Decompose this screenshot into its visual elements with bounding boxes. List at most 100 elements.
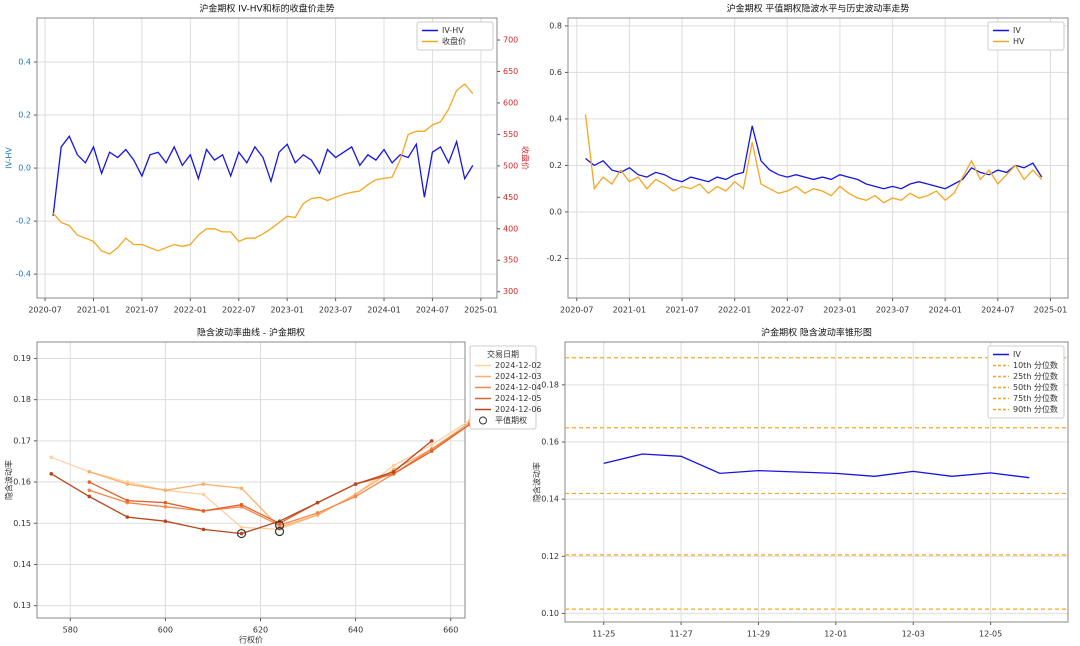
point <box>239 525 244 530</box>
legend-label: 平值期权 <box>495 415 527 425</box>
y-axis-label: IV-HV <box>5 147 14 169</box>
x-tick-label: 580 <box>63 626 78 635</box>
x-tick-label: 2020-07 <box>28 306 61 315</box>
point <box>201 509 206 513</box>
x-tick-label: 2024-01 <box>367 306 400 315</box>
legend-label: 50th 分位数 <box>1013 382 1058 392</box>
point <box>391 469 396 474</box>
atm-marker <box>274 526 285 537</box>
point <box>87 469 92 474</box>
plot-area <box>565 342 1068 622</box>
plot-area <box>37 18 497 298</box>
y2-tick-label: 350 <box>503 256 518 265</box>
x-tick-label: 11-29 <box>747 630 770 639</box>
point <box>315 500 320 505</box>
series-line <box>52 83 474 255</box>
point <box>391 463 396 468</box>
x-tick-label: 2022-07 <box>222 306 255 315</box>
y-tick-label: 0.12 <box>541 552 559 561</box>
y-tick-label: 0.15 <box>13 519 31 528</box>
x-tick-label: 2025-01 <box>464 306 497 315</box>
x-tick-label: 2022-01 <box>174 306 207 315</box>
x-tick-label: 600 <box>158 626 173 635</box>
legend-label: IV <box>1013 350 1021 359</box>
plot-area <box>568 18 1068 298</box>
legend-label: 收盘价 <box>442 36 466 46</box>
legend-label: IV-HV <box>442 26 464 35</box>
chart-title: 沪金期权 平值期权隐波水平与历史波动率走势 <box>727 3 910 15</box>
y-tick-label: 0.16 <box>541 438 559 447</box>
y-tick-label: 0.2 <box>18 111 31 120</box>
x-tick-label: 2023-01 <box>270 306 303 315</box>
point <box>87 480 92 484</box>
x-tick-label: 2025-01 <box>1034 306 1067 315</box>
plot-frame <box>36 341 466 619</box>
y-tick-label: 0.14 <box>13 560 31 569</box>
point <box>125 498 130 503</box>
point <box>429 443 434 447</box>
y2-tick-label: 300 <box>503 287 518 296</box>
point <box>125 515 130 519</box>
y2-tick-label: 550 <box>503 130 518 139</box>
legend-label: IV <box>1013 26 1021 35</box>
legend-label: 25th 分位数 <box>1013 371 1058 381</box>
point <box>49 472 54 476</box>
point <box>315 511 320 515</box>
y-tick-label: 0.17 <box>13 436 31 445</box>
legend-label: 2024-12-03 <box>495 372 542 381</box>
y-tick-label: 0.19 <box>13 354 31 363</box>
series-line <box>603 453 1030 479</box>
y2-tick-label: 600 <box>503 98 518 107</box>
legend-label: HV <box>1013 37 1025 46</box>
y-tick-label: 0.18 <box>541 380 559 389</box>
y-tick-label: -0.2 <box>15 217 31 226</box>
y2-tick-label: 650 <box>503 67 518 76</box>
legend-label: 2024-12-06 <box>495 405 542 414</box>
point <box>163 488 168 493</box>
point <box>353 494 358 499</box>
y-tick-label: -0.4 <box>15 270 31 279</box>
x-tick-label: 12-03 <box>902 630 925 639</box>
atm-marker <box>236 528 247 539</box>
point <box>239 502 244 507</box>
x-tick-label: 2021-07 <box>125 306 158 315</box>
y-tick-label: 0.4 <box>549 114 562 123</box>
x-tick-label: 2023-01 <box>823 306 856 315</box>
x-tick-label: 2022-01 <box>718 306 751 315</box>
point <box>87 488 92 493</box>
point <box>163 504 168 509</box>
y-axis-label: 隐含波动率 <box>532 462 542 502</box>
y-tick-label: -0.2 <box>546 254 562 263</box>
plot-frame <box>36 17 498 299</box>
legend-label: 10th 分位数 <box>1013 360 1058 370</box>
y2-tick-label: 500 <box>503 161 518 170</box>
y-tick-label: 0.10 <box>541 609 559 618</box>
y2-tick-label: 400 <box>503 224 518 233</box>
x-tick-label: 11-27 <box>669 630 692 639</box>
point <box>87 494 92 499</box>
legend-box <box>987 21 1065 51</box>
x-tick-label: 2020-07 <box>560 306 593 315</box>
x-tick-label: 12-05 <box>979 630 1002 639</box>
legend-label: 2024-12-04 <box>495 383 542 392</box>
point <box>125 482 130 486</box>
y-tick-label: 0.0 <box>18 164 31 173</box>
x-tick-label: 2021-01 <box>613 306 646 315</box>
legend-box <box>416 21 494 51</box>
plot-frame <box>564 341 1069 623</box>
chart-title: 隐含波动率曲线 - 沪金期权 <box>197 327 305 339</box>
y-tick-label: 0.16 <box>13 478 31 487</box>
plot-area <box>37 342 465 618</box>
series-line <box>51 419 471 531</box>
point <box>239 486 244 491</box>
point <box>163 519 168 523</box>
x-axis-label: 行权价 <box>239 635 263 645</box>
legend-title: 交易日期 <box>487 349 519 359</box>
y-tick-label: 0.18 <box>13 395 31 404</box>
x-tick-label: 660 <box>443 626 458 635</box>
point <box>163 500 168 505</box>
y2-tick-label: 700 <box>503 36 518 45</box>
legend-label: 2024-12-02 <box>495 361 542 370</box>
atm-marker <box>274 520 285 530</box>
y-tick-label: 0.13 <box>13 601 31 610</box>
